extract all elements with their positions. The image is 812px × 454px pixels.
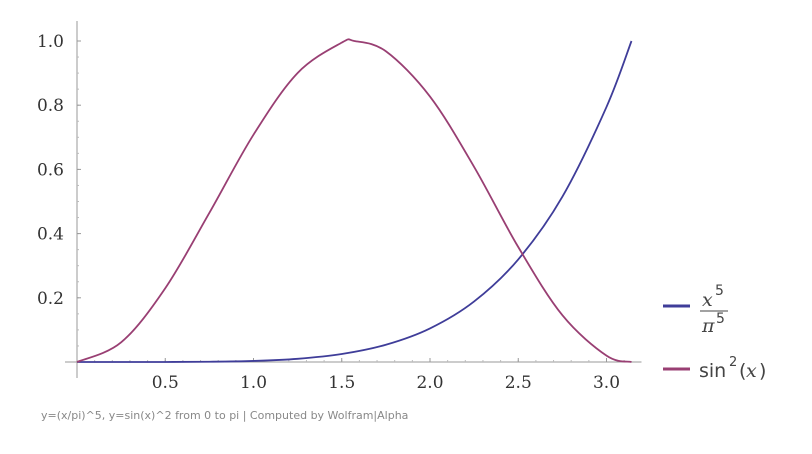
x-tick-label: 1.5 [328, 373, 355, 393]
y-tick-label: 0.4 [37, 225, 64, 245]
legend-arg: x [746, 360, 757, 382]
legend-exp: 2 [729, 355, 737, 370]
x-tick-label: 3.0 [593, 373, 620, 393]
x-tick-label: 2.5 [505, 373, 532, 393]
legend-open-paren: ( [739, 360, 746, 382]
x-tick-label: 2.0 [416, 373, 443, 393]
x-tick-label: 0.5 [152, 373, 179, 393]
legend: x 5 π 5 sin 2 ( x ) [663, 283, 766, 382]
legend-numerator-exp: 5 [715, 283, 724, 299]
x-tick-label: 1.0 [240, 373, 267, 393]
legend-item-x5-over-pi5: x 5 π 5 [663, 283, 728, 337]
axes: 0.5 1.0 1.5 2.0 2.5 3.0 0.2 0.4 0.6 0.8 1.0 [37, 21, 642, 393]
y-tick-label: 0.6 [37, 160, 64, 180]
legend-numerator: x [702, 289, 713, 311]
series-line-0 [76, 40, 633, 363]
x-ticks: 0.5 1.0 1.5 2.0 2.5 3.0 [152, 358, 620, 393]
legend-close-paren: ) [759, 360, 766, 382]
chart-caption: y=(x/pi)^5, y=sin(x)^2 from 0 to pi | Co… [41, 409, 409, 422]
series-group [76, 38, 633, 363]
series-line-1 [76, 38, 632, 363]
legend-fn: sin [699, 360, 726, 382]
legend-denominator: π [701, 315, 715, 337]
y-tick-label: 0.2 [37, 289, 64, 309]
legend-denominator-exp: 5 [716, 311, 725, 327]
legend-item-sin2: sin 2 ( x ) [663, 355, 766, 382]
y-tick-label: 0.8 [37, 96, 64, 116]
y-tick-label: 1.0 [37, 32, 64, 52]
y-ticks: 0.2 0.4 0.6 0.8 1.0 [37, 32, 81, 309]
